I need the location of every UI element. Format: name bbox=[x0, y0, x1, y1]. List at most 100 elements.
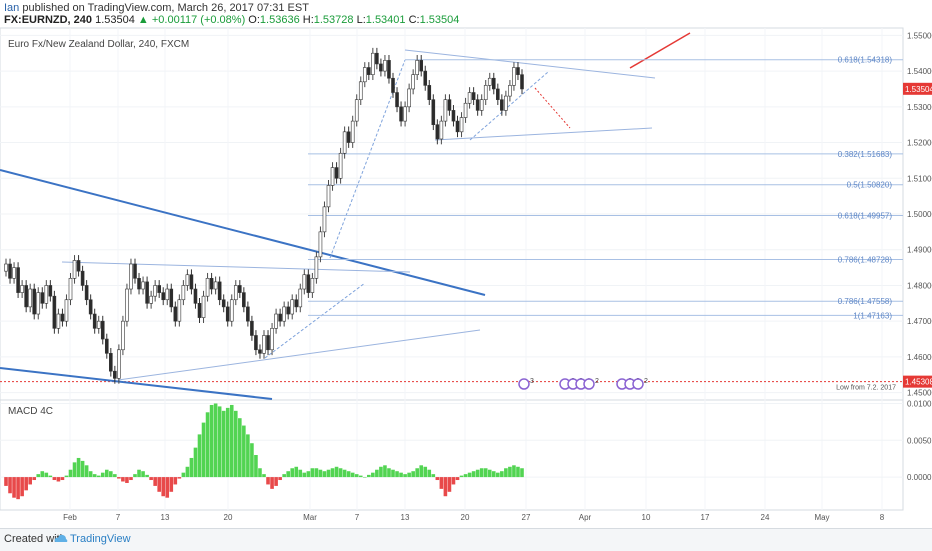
candle-body bbox=[367, 67, 371, 75]
macd-bar bbox=[36, 474, 41, 478]
x-tick-label: 13 bbox=[401, 513, 410, 522]
macd-bar bbox=[330, 468, 335, 478]
y-tick-label: 1.55000 bbox=[907, 31, 932, 40]
candle-body bbox=[109, 353, 113, 372]
macd-bar bbox=[121, 477, 125, 482]
macd-bar bbox=[298, 469, 303, 478]
high-label: H: bbox=[302, 14, 314, 26]
candle-body bbox=[88, 299, 93, 315]
tradingview-link[interactable]: TradingView bbox=[70, 533, 131, 545]
macd-bar bbox=[282, 474, 286, 478]
macd-bar bbox=[411, 471, 415, 478]
triangle-top-line bbox=[404, 49, 656, 79]
candle-body bbox=[72, 260, 77, 279]
candle-body bbox=[84, 285, 89, 301]
candle-body bbox=[455, 120, 460, 133]
x-tick-label: May bbox=[814, 513, 829, 522]
x-tick-label: 24 bbox=[761, 513, 770, 522]
candle-body bbox=[306, 274, 311, 293]
candle-body bbox=[129, 263, 133, 290]
candle-body bbox=[415, 60, 419, 75]
candle-body bbox=[4, 263, 8, 272]
candle-body bbox=[20, 285, 24, 293]
fib-levels[interactable]: 0.618(1.54318) 0.382(1.51683) 0.5(1.50820)… bbox=[308, 56, 903, 321]
macd-bar bbox=[443, 477, 448, 497]
y-tick-label: 1.49000 bbox=[907, 246, 932, 255]
macd-bar bbox=[173, 477, 178, 485]
macd-bar bbox=[153, 477, 157, 486]
candle-body bbox=[391, 77, 395, 93]
candle-body bbox=[250, 320, 254, 336]
tradingview-cloud-icon[interactable] bbox=[54, 533, 68, 545]
candle-body bbox=[310, 278, 315, 293]
macd-bar bbox=[185, 466, 190, 478]
grid-lines bbox=[0, 28, 903, 510]
macd-bar bbox=[129, 477, 133, 481]
candle-body bbox=[342, 131, 347, 154]
event-marker bbox=[632, 378, 644, 390]
x-tick-label: Mar bbox=[303, 513, 317, 522]
symbol-label: FX:EURNZD, 240 bbox=[4, 14, 93, 26]
macd-bar bbox=[12, 477, 16, 498]
macd-bar bbox=[262, 474, 266, 478]
low-value: 1.53401 bbox=[365, 14, 406, 26]
candle-body bbox=[24, 285, 28, 308]
fib-label: 0.618(1.54318) bbox=[838, 56, 893, 65]
candle-body bbox=[491, 77, 496, 90]
macd-bar bbox=[439, 477, 444, 489]
y-tick-label: 1.51000 bbox=[907, 174, 932, 183]
event-marker-label: 2 bbox=[644, 378, 648, 385]
candle-body bbox=[242, 292, 246, 308]
candle-body bbox=[100, 320, 105, 340]
macd-bar bbox=[149, 477, 153, 481]
macd-bar bbox=[84, 465, 89, 478]
candle-body bbox=[133, 263, 137, 279]
macd-bar bbox=[104, 469, 109, 478]
candle-body bbox=[411, 74, 415, 90]
red-upside-arrow bbox=[629, 32, 691, 69]
fib-label: 0.786(1.48728) bbox=[838, 255, 893, 264]
chart-canvas[interactable]: Low from 7.2. 201732212232 0.618(1.54318… bbox=[0, 0, 932, 528]
macd-bar bbox=[229, 404, 234, 478]
macd-bar bbox=[278, 477, 282, 481]
macd-bar bbox=[177, 477, 182, 479]
macd-bar bbox=[379, 466, 383, 478]
candle-body bbox=[439, 120, 444, 140]
candle-body bbox=[169, 288, 174, 308]
candle-body bbox=[326, 185, 331, 208]
macd-bar bbox=[137, 469, 141, 478]
macd-bar bbox=[500, 471, 504, 478]
candle-body bbox=[358, 81, 363, 100]
candle-body bbox=[197, 303, 202, 318]
macd-bar bbox=[431, 474, 436, 478]
macd-bar bbox=[459, 475, 464, 478]
candle-body bbox=[487, 77, 492, 86]
close-label: C: bbox=[408, 14, 420, 26]
macd-bar bbox=[451, 477, 456, 485]
candle-body bbox=[500, 99, 504, 111]
x-tick-label: 20 bbox=[224, 513, 233, 522]
macd-bar bbox=[371, 472, 375, 478]
x-tick-label: 10 bbox=[642, 513, 651, 522]
macd-bar bbox=[238, 418, 242, 478]
major-trendline-upper bbox=[0, 169, 486, 296]
candle-body bbox=[471, 92, 476, 100]
candle-body bbox=[161, 292, 166, 301]
macd-bar bbox=[20, 477, 24, 497]
candle-body bbox=[512, 67, 516, 86]
fib-label: 0.5(1.50820) bbox=[847, 181, 893, 190]
y-tick-label: 1.46000 bbox=[907, 353, 932, 362]
candle-body bbox=[233, 285, 238, 301]
macd-pane[interactable] bbox=[0, 399, 904, 511]
macd-bar bbox=[395, 471, 399, 478]
macd-bar bbox=[399, 472, 403, 478]
macd-bar bbox=[64, 475, 69, 478]
author-link[interactable]: Ian bbox=[4, 2, 20, 14]
macd-bar bbox=[88, 471, 93, 478]
flag-bottom-line bbox=[117, 329, 481, 381]
trend-drawings[interactable]: Low from 7.2. 201732212232 bbox=[0, 32, 903, 400]
macd-bar bbox=[266, 477, 270, 485]
chart-header: Ian published on TradingView.com, March … bbox=[0, 0, 932, 26]
macd-y-tick-label: 0.0000 bbox=[907, 473, 932, 482]
candle-body bbox=[153, 285, 157, 297]
